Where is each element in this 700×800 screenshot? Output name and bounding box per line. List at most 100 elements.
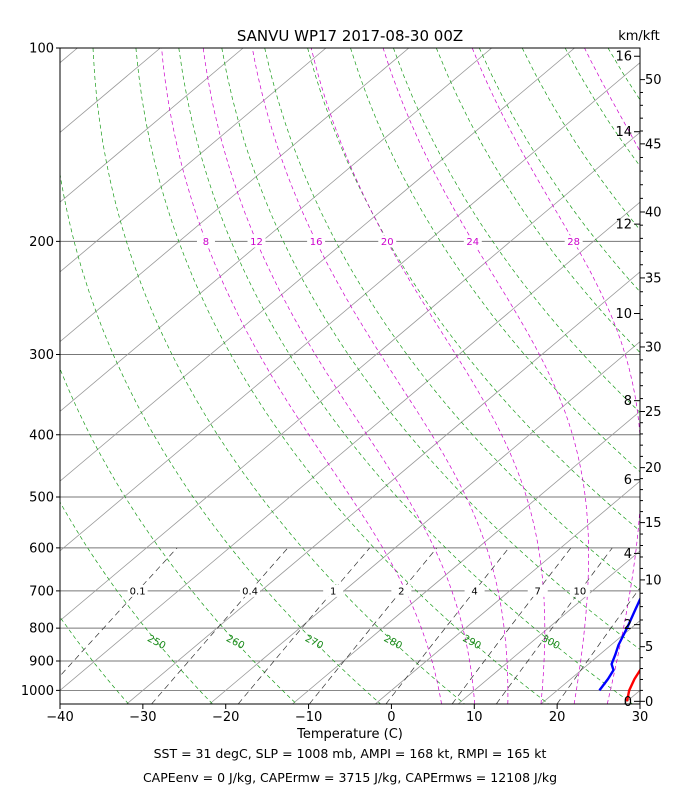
x-tick-label: −20 [212,710,239,725]
mixing-ratio-label: 0.4 [242,586,258,597]
dry-adiabat [221,48,640,650]
label-bg [569,584,590,597]
label-bg [240,584,261,597]
y-tick-label: 400 [29,428,54,443]
isotherm [60,48,327,273]
km-tick-label: 12 [615,218,632,233]
kft-tick-label: 15 [645,516,662,531]
y-tick-label: 300 [29,348,54,363]
y-tick-label: 600 [29,541,54,556]
kft-tick-label: 50 [645,73,662,88]
label-bg [196,235,215,248]
kft-tick-label: 45 [645,137,662,152]
dry-adiabat [350,48,640,473]
km-tick-label: 4 [624,547,632,562]
y-tick-label: 100 [29,42,54,57]
moist-adiabat [471,48,640,704]
right-axis-label: km/kft [618,29,660,44]
moist-adiabat [251,48,509,704]
km-tick-label: 2 [624,618,632,633]
mixing-ratio-line [496,547,613,704]
mixing-ratio-label: 10 [574,586,587,597]
series-layer [598,596,640,702]
moist-adiabat [310,48,546,704]
km-tick-label: 10 [615,307,632,322]
label-bg [391,584,412,597]
moist-adiabat-label: 20 [381,237,394,248]
dry-adiabat [307,48,640,532]
chart-title: SANVU WP17 2017-08-30 00Z [237,27,463,45]
label-bg [464,584,485,597]
isotherm [375,480,640,704]
kft-tick-label: 30 [645,340,662,355]
label-bg [527,584,548,597]
moist-adiabat-label: 12 [250,237,263,248]
y-tick-label: 1000 [21,684,54,699]
y-tick-label: 700 [29,584,54,599]
isotherm [60,201,640,691]
dry-adiabat [92,48,465,704]
moist-adiabat-label: 28 [567,237,580,248]
km-tick-label: 0 [624,695,632,710]
kft-tick-label: 25 [645,405,662,420]
moist-adiabat-label: 16 [310,237,323,248]
kft-tick-label: 10 [645,573,662,588]
x-tick-label: 20 [549,710,566,725]
kft-tick-label: 5 [645,640,653,655]
label-bg [323,584,344,597]
kft-tick-label: 40 [645,205,662,220]
mixing-ratio-label: 1 [330,586,336,597]
isotherm [60,62,640,552]
x-tick-label: 30 [632,710,649,725]
y-tick-label: 200 [29,235,54,250]
footer-line-1: SST = 31 degC, SLP = 1008 mb, AMPI = 168… [154,746,547,761]
isotherm [60,48,492,412]
dry-adiabat [178,48,633,704]
mixing-ratio-label: 0.1 [130,586,146,597]
mixing-ratio-line [237,547,370,704]
dry-adiabat [264,48,640,591]
mixing-ratio-label: 4 [471,586,477,597]
label-bg [564,235,583,248]
kft-tick-label: 20 [645,461,662,476]
x-tick-label: 10 [466,710,483,725]
moist-adiabat-label: 24 [466,237,479,248]
dewpoint-line [598,596,640,692]
mixing-ratio-line [60,547,178,677]
moist-adiabat [382,48,589,704]
dry-adiabat [60,367,297,704]
x-tick-label: −40 [46,710,73,725]
mixing-ratio-line [385,547,510,704]
isotherm [60,48,575,482]
x-tick-label: −10 [295,710,322,725]
y-tick-label: 900 [29,654,54,669]
mixing-ratio-line [556,587,640,704]
dry-adiabat [60,171,381,704]
moist-adiabat [161,48,442,704]
label-bg [127,584,148,597]
mixing-ratio-line [451,547,572,704]
x-tick-label: −30 [129,710,156,725]
km-tick-label: 8 [624,394,632,409]
moist-adiabat [202,48,476,704]
isotherm [60,48,410,343]
axes: −40 −30 −20 −10 0 10 20 30100200300400500600700… [21,42,662,726]
plot-frame [59,47,641,705]
x-tick-label: 0 [387,710,395,725]
dry-adiabat [135,48,549,704]
moist-adiabat-label: 8 [203,237,209,248]
x-axis-label: Temperature (C) [296,727,403,742]
y-tick-label: 500 [29,491,54,506]
kft-tick-label: 35 [645,271,662,286]
y-tick-label: 800 [29,622,54,637]
mixing-ratio-label: 2 [398,586,404,597]
kft-tick-label: 0 [645,695,653,710]
isotherm [60,131,640,622]
label-bg [247,235,266,248]
label-bg [378,235,397,248]
km-tick-label: 16 [615,50,632,65]
dry-adiabat [60,616,129,704]
label-bg [463,235,482,248]
